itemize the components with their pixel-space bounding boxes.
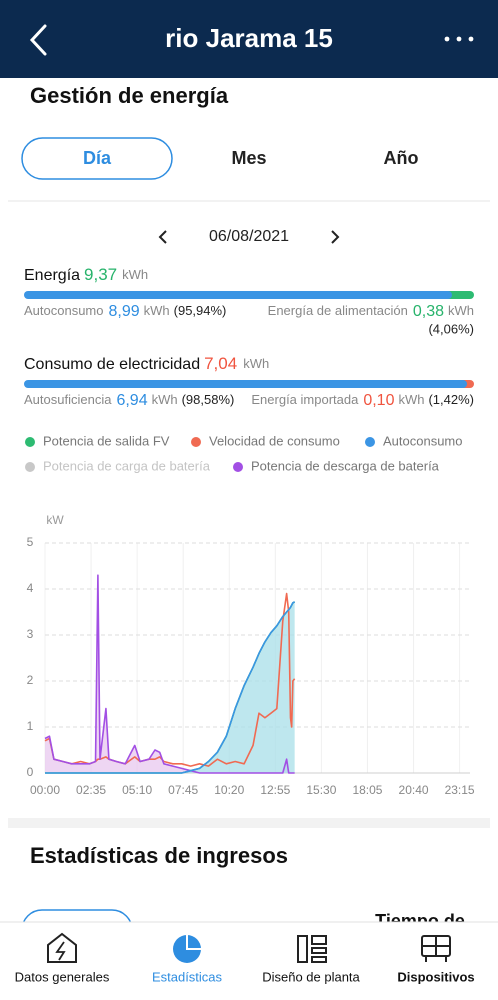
- y-tick-label: 1: [27, 719, 34, 733]
- unit: kWh: [243, 356, 269, 371]
- legend-label[interactable]: Potencia de carga de batería: [43, 458, 211, 473]
- area-fill: [45, 601, 295, 773]
- self-sufficiency: Autosuficiencia 6,94 kWh (98,58%): [24, 392, 234, 409]
- x-tick-label: 15:30: [306, 783, 336, 797]
- x-tick-label: 02:35: [76, 783, 106, 797]
- label: Autoconsumo: [24, 303, 104, 318]
- x-tick-label: 10:20: [214, 783, 244, 797]
- prev-date[interactable]: [158, 230, 167, 244]
- legend-label[interactable]: Velocidad de consumo: [209, 433, 340, 448]
- series-line: [45, 601, 296, 774]
- imported: Energía importada 0,10 kWh (1,42%): [251, 392, 474, 409]
- unit: kWh: [144, 303, 170, 318]
- section-title: Gestión de energía: [30, 83, 229, 108]
- nav-icon[interactable]: [421, 935, 451, 962]
- legend-label[interactable]: Potencia de descarga de batería: [251, 458, 440, 473]
- label: Energía de alimentación: [268, 303, 408, 318]
- consumption-total: Consumo de electricidad 7,04 kWh: [24, 354, 269, 373]
- legend-dot: [365, 437, 375, 447]
- nav-icon[interactable]: [297, 935, 327, 963]
- x-tick-label: 07:45: [168, 783, 198, 797]
- legend-label[interactable]: Potencia de salida FV: [43, 433, 170, 448]
- back-button[interactable]: [29, 24, 47, 56]
- tab-indicator: [21, 137, 173, 180]
- nav-label[interactable]: Datos generales: [15, 969, 110, 984]
- tab[interactable]: Día: [83, 148, 112, 168]
- legend-dot: [191, 437, 201, 447]
- nav-label[interactable]: Dispositivos: [397, 969, 474, 984]
- y-tick-label: 3: [27, 627, 34, 641]
- tab[interactable]: Mes: [231, 148, 266, 168]
- share-bar-blue: [24, 291, 452, 299]
- x-tick-label: 18:05: [352, 783, 382, 797]
- unit: kWh: [448, 303, 474, 318]
- value: 0,10: [363, 392, 394, 409]
- legend-dot: [25, 437, 35, 447]
- unit: kWh: [122, 267, 148, 282]
- value: 7,04: [204, 354, 237, 373]
- self-consumption: Autoconsumo 8,99 kWh (95,94%): [24, 303, 226, 320]
- y-tick-label: 5: [27, 535, 34, 549]
- x-tick-label: 12:55: [260, 783, 290, 797]
- nav-icon[interactable]: [173, 935, 201, 963]
- bottom-nav: [0, 922, 498, 1000]
- label: Autosuficiencia: [24, 392, 112, 407]
- share: (98,58%): [182, 392, 235, 407]
- x-tick-label: 20:40: [399, 783, 429, 797]
- value: 0,38: [413, 303, 444, 320]
- value: 9,37: [84, 265, 117, 284]
- grid-feed: Energía de alimentación 0,38 kWh: [268, 303, 474, 320]
- x-tick-label: 05:10: [122, 783, 152, 797]
- value: 8,99: [109, 303, 140, 320]
- unit: kWh: [152, 392, 178, 407]
- x-tick-label: 23:15: [445, 783, 475, 797]
- nav-icon[interactable]: [47, 932, 77, 963]
- nav-label[interactable]: Diseño de planta: [262, 969, 360, 984]
- label: Consumo de electricidad: [24, 356, 200, 373]
- y-tick-label: 0: [27, 765, 34, 779]
- more-button[interactable]: [444, 36, 474, 42]
- legend-dot: [233, 462, 243, 472]
- power-chart: 00:00 02:35 05:10 07:45 10:20 12:55 15:30 18:05…: [27, 535, 475, 797]
- series-line: [44, 574, 295, 774]
- legend-label[interactable]: Autoconsumo: [383, 433, 463, 448]
- energy-total: Energía 9,37 kWh: [24, 265, 148, 284]
- value: 6,94: [116, 392, 147, 409]
- tab[interactable]: Año: [384, 148, 419, 168]
- section-gap: [8, 818, 490, 828]
- share: (1,42%): [428, 392, 474, 407]
- share: (4,06%): [428, 321, 474, 336]
- label: Energía importada: [251, 392, 359, 407]
- page-title: rio Jarama 15: [165, 23, 333, 53]
- app-bar: [0, 0, 498, 78]
- share-bar-blue: [24, 380, 467, 388]
- next-date[interactable]: [331, 230, 340, 244]
- legend-dot: [25, 462, 35, 472]
- y-tick-label: 4: [27, 581, 34, 595]
- x-tick-label: 00:00: [30, 783, 60, 797]
- label: Energía: [24, 267, 80, 284]
- share: (95,94%): [174, 303, 227, 318]
- section-title: Estadísticas de ingresos: [30, 843, 288, 868]
- y-axis-unit: kW: [46, 513, 64, 527]
- y-tick-label: 2: [27, 673, 34, 687]
- unit: kWh: [398, 392, 424, 407]
- date: 06/08/2021: [209, 228, 289, 245]
- nav-label[interactable]: Estadísticas: [152, 969, 223, 984]
